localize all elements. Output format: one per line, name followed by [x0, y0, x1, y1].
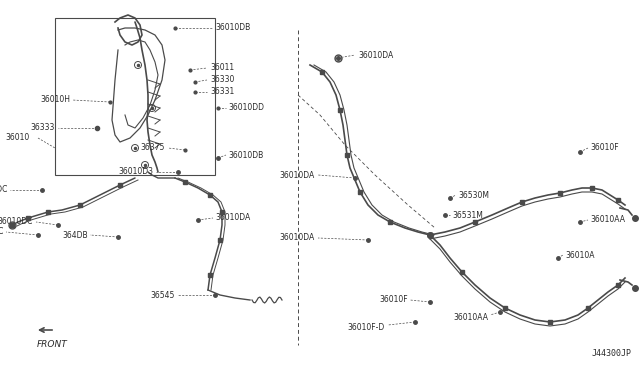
Text: 36010DA: 36010DA — [358, 51, 393, 60]
Text: 36010H: 36010H — [40, 96, 70, 105]
Text: 36010DB: 36010DB — [215, 23, 250, 32]
Text: 36330: 36330 — [210, 76, 234, 84]
Text: 36010DC: 36010DC — [0, 186, 8, 195]
Text: 36010: 36010 — [5, 134, 29, 142]
Text: 36010F: 36010F — [380, 295, 408, 305]
Text: 36010DA: 36010DA — [280, 234, 315, 243]
Text: 36331: 36331 — [210, 87, 234, 96]
Text: 36010DA: 36010DA — [280, 170, 315, 180]
Text: 36545: 36545 — [150, 291, 175, 299]
Text: 36010AA: 36010AA — [590, 215, 625, 224]
Text: 36010DC: 36010DC — [0, 228, 4, 237]
Text: 364DB: 364DB — [62, 231, 88, 240]
Text: 36010DA: 36010DA — [215, 214, 250, 222]
Text: 36010D3: 36010D3 — [118, 167, 153, 176]
Text: 36010F: 36010F — [590, 144, 619, 153]
Text: 36530M: 36530M — [458, 190, 489, 199]
Text: 36010F-D: 36010F-D — [348, 324, 385, 333]
Text: 36010DC: 36010DC — [0, 218, 33, 227]
Text: 36010DB: 36010DB — [228, 151, 263, 160]
Bar — [55, 18, 215, 175]
Text: 36333: 36333 — [31, 124, 55, 132]
Text: 36011: 36011 — [210, 64, 234, 73]
Text: J44300JP: J44300JP — [592, 349, 632, 358]
Text: 36531M: 36531M — [452, 211, 483, 219]
Text: FRONT: FRONT — [37, 340, 68, 349]
Text: 36010AA: 36010AA — [453, 314, 488, 323]
Text: 36010DD: 36010DD — [228, 103, 264, 112]
Text: 36010A: 36010A — [565, 250, 595, 260]
Text: 36375: 36375 — [141, 144, 165, 153]
